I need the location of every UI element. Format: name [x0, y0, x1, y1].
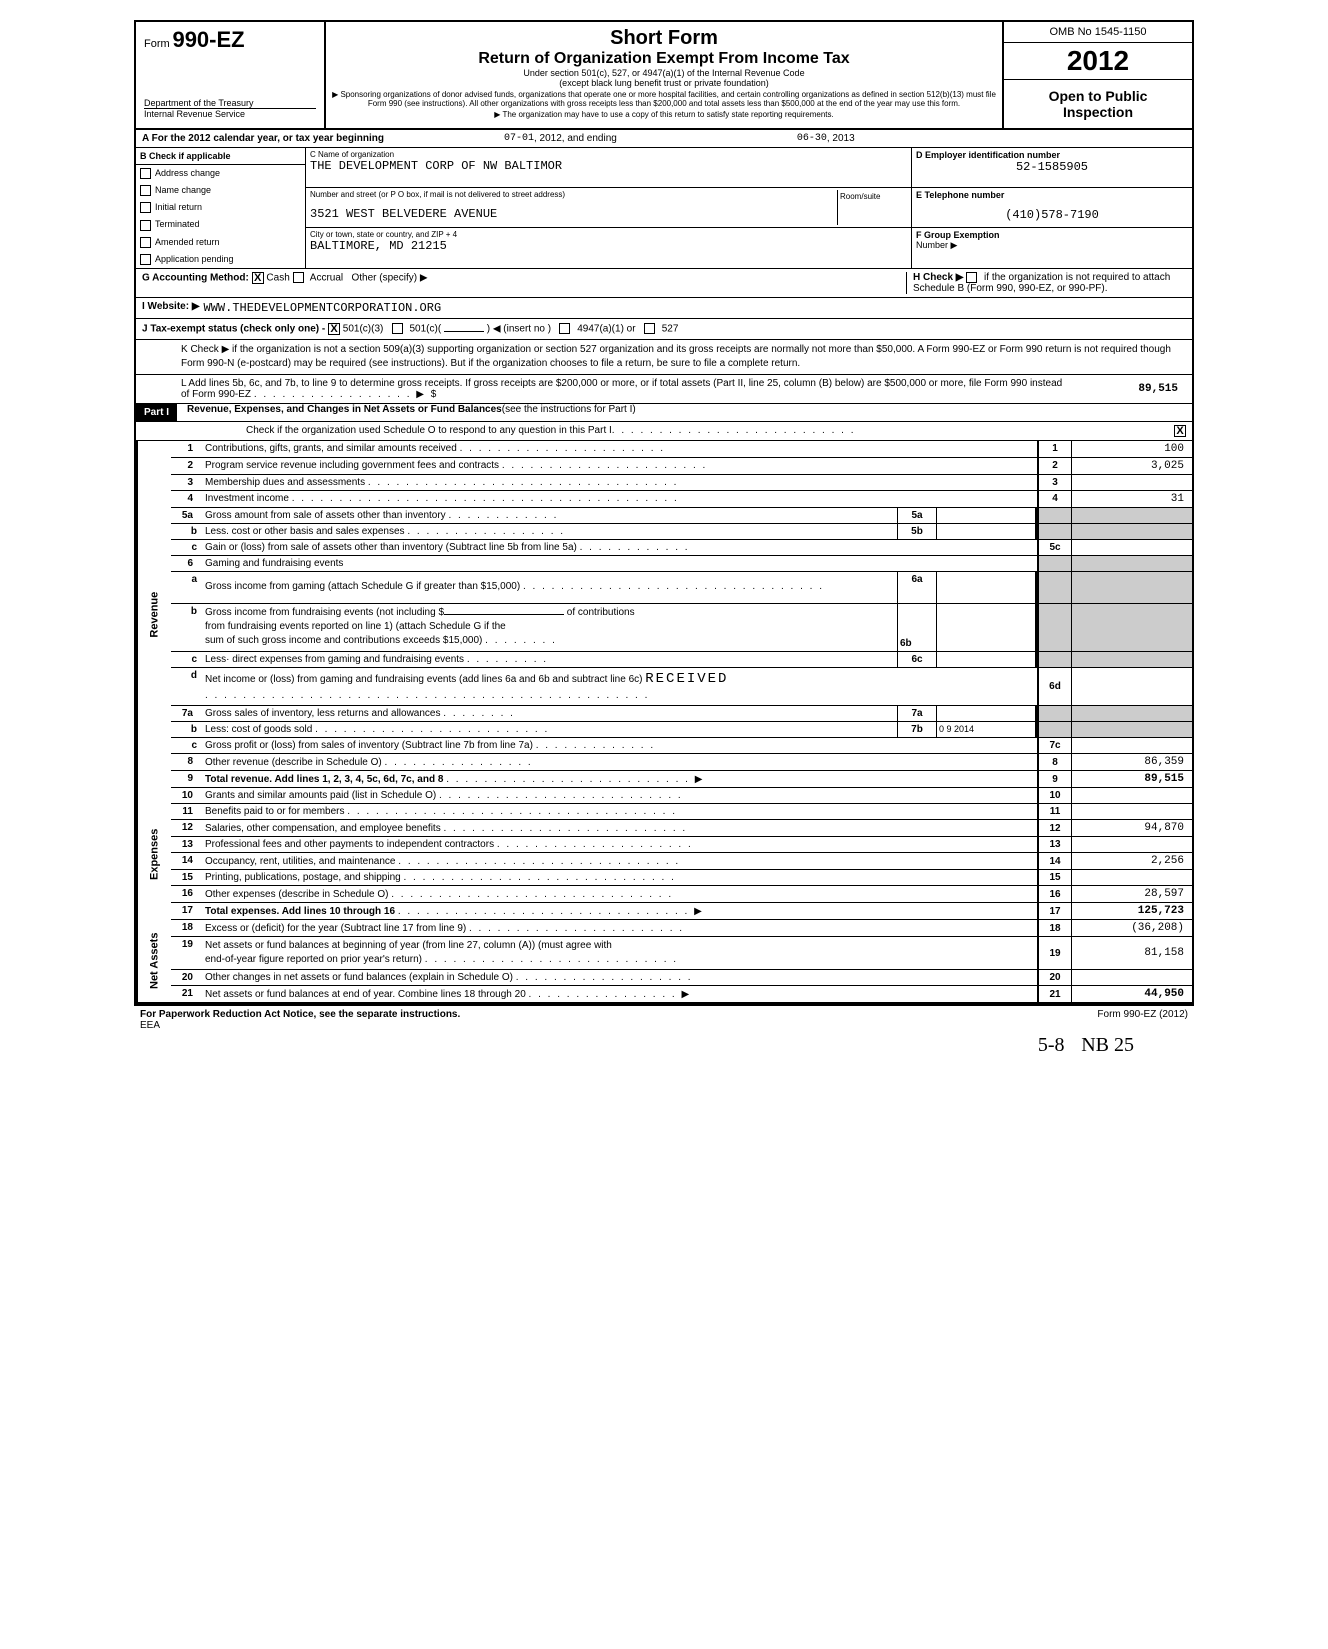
row-j: J Tax-exempt status (check only one) - X…: [136, 319, 1192, 340]
header-right: OMB No 1545-1150 2012 Open to Public Ins…: [1002, 22, 1192, 128]
cb-initial[interactable]: [140, 202, 151, 213]
title-except: (except black lung benefit trust or priv…: [331, 78, 997, 88]
cb-501c[interactable]: [392, 323, 403, 334]
row-k: K Check ▶ if the organization is not a s…: [136, 340, 1192, 375]
c-addr-label: Number and street (or P O box, if mail i…: [310, 190, 837, 199]
cb-pending[interactable]: [140, 254, 151, 265]
revenue-section: Revenue 1Contributions, gifts, grants, a…: [136, 441, 1192, 789]
cb-name[interactable]: [140, 185, 151, 196]
col-b: B Check if applicable Address change Nam…: [136, 148, 306, 268]
title-return: Return of Organization Exempt From Incom…: [331, 50, 997, 68]
row-a: A For the 2012 calendar year, or tax yea…: [136, 130, 1192, 148]
omb-number: OMB No 1545-1150: [1004, 22, 1192, 43]
expenses-label: Expenses: [136, 788, 171, 920]
title-under: Under section 501(c), 527, or 4947(a)(1)…: [331, 68, 997, 78]
netassets-section: Net Assets 18Excess or (deficit) for the…: [136, 920, 1192, 1004]
netassets-label: Net Assets: [136, 920, 171, 1002]
form-990ez: Form 990-EZ Department of the Treasury I…: [134, 20, 1194, 1006]
part1-header-row: Part I Revenue, Expenses, and Changes in…: [136, 404, 1192, 422]
a-mid: , 2012, and ending: [534, 133, 617, 144]
title-short-form: Short Form: [331, 27, 997, 50]
d-label: D Employer identification number: [916, 150, 1188, 160]
c-city-label: City or town, state or country, and ZIP …: [310, 230, 907, 239]
cb-accrual[interactable]: [293, 272, 304, 283]
form-number: 990-EZ: [172, 27, 244, 52]
part1-check-row: Check if the organization used Schedule …: [136, 422, 1192, 441]
form-label: Form: [144, 38, 170, 50]
revenue-label: Revenue: [136, 441, 171, 789]
cb-address[interactable]: [140, 168, 151, 179]
part1-title: Revenue, Expenses, and Changes in Net As…: [177, 404, 636, 421]
cb-schedule-o[interactable]: X: [1174, 425, 1186, 437]
l-val: 89,515: [1066, 378, 1186, 400]
cb-h[interactable]: [966, 272, 977, 283]
g-label: G Accounting Method:: [142, 272, 249, 283]
sponsor-text: ▶ Sponsoring organizations of donor advi…: [331, 90, 997, 108]
header-left: Form 990-EZ Department of the Treasury I…: [136, 22, 326, 128]
received-stamp: RECEIVED: [645, 671, 728, 687]
org-address: 3521 WEST BELVEDERE AVENUE: [310, 207, 837, 221]
i-label: I Website: ▶: [142, 301, 200, 315]
irs-label: Internal Revenue Service: [144, 108, 316, 119]
cb-amended[interactable]: [140, 237, 151, 248]
k-text: K Check ▶ if the organization is not a s…: [181, 344, 1171, 369]
a-end: 06-30: [797, 133, 827, 144]
form-header: Form 990-EZ Department of the Treasury I…: [136, 22, 1192, 130]
footer-right: Form 990-EZ (2012): [1097, 1009, 1188, 1031]
room-label: Room/suite: [840, 192, 905, 201]
part1-label: Part I: [136, 404, 177, 421]
expenses-section: Expenses 10Grants and similar amounts pa…: [136, 788, 1192, 920]
stamp-date: 0 9 2014: [937, 722, 1037, 737]
b-label: B Check if applicable: [136, 148, 305, 165]
tax-year: 2012: [1004, 43, 1192, 80]
open-public: Open to Public Inspection: [1004, 80, 1192, 128]
handwritten: 5-8 NB 25: [134, 1034, 1194, 1057]
a-end2: , 2013: [827, 133, 855, 144]
row-gh: G Accounting Method: X Cash Accrual Othe…: [136, 269, 1192, 298]
hand-nb: NB 25: [1081, 1034, 1134, 1056]
row-l: L Add lines 5b, 6c, and 7b, to line 9 to…: [136, 375, 1192, 404]
h-label: H Check ▶: [913, 272, 963, 283]
hand-58: 5-8: [1038, 1034, 1065, 1056]
ein: 52-1585905: [916, 160, 1188, 174]
f-num: Number ▶: [916, 240, 1188, 251]
dept-treasury: Department of the Treasury: [144, 98, 316, 108]
a-text: A For the 2012 calendar year, or tax yea…: [142, 133, 384, 144]
e-label: E Telephone number: [916, 190, 1188, 200]
a-begin: 07-01: [504, 133, 534, 144]
footer-left: For Paperwork Reduction Act Notice, see …: [140, 1009, 460, 1020]
col-c: C Name of organization THE DEVELOPMENT C…: [306, 148, 912, 268]
cb-4947[interactable]: [559, 323, 570, 334]
website: WWW.THEDEVELOPMENTCORPORATION.ORG: [204, 301, 442, 315]
cb-terminated[interactable]: [140, 220, 151, 231]
row-i: I Website: ▶ WWW.THEDEVELOPMENTCORPORATI…: [136, 298, 1192, 319]
footer-eea: EEA: [140, 1020, 160, 1031]
phone: (410)578-7190: [916, 208, 1188, 222]
cb-cash[interactable]: X: [252, 272, 264, 284]
cb-527[interactable]: [644, 323, 655, 334]
org-city: BALTIMORE, MD 21215: [310, 239, 907, 253]
header-center: Short Form Return of Organization Exempt…: [326, 22, 1002, 128]
j-label: J Tax-exempt status (check only one) -: [142, 324, 325, 335]
f-label: F Group Exemption: [916, 230, 1188, 240]
org-name: THE DEVELOPMENT CORP OF NW BALTIMOR: [310, 159, 907, 173]
copy-text: ▶ The organization may have to use a cop…: [331, 110, 997, 119]
l-dots: . . . . . . . . . . . . . . . . . ▶ $: [254, 389, 439, 400]
footer: For Paperwork Reduction Act Notice, see …: [134, 1006, 1194, 1034]
section-bcdef: B Check if applicable Address change Nam…: [136, 148, 1192, 269]
col-def: D Employer identification number 52-1585…: [912, 148, 1192, 268]
c-name-label: C Name of organization: [310, 150, 907, 159]
cb-501c3[interactable]: X: [328, 323, 340, 335]
